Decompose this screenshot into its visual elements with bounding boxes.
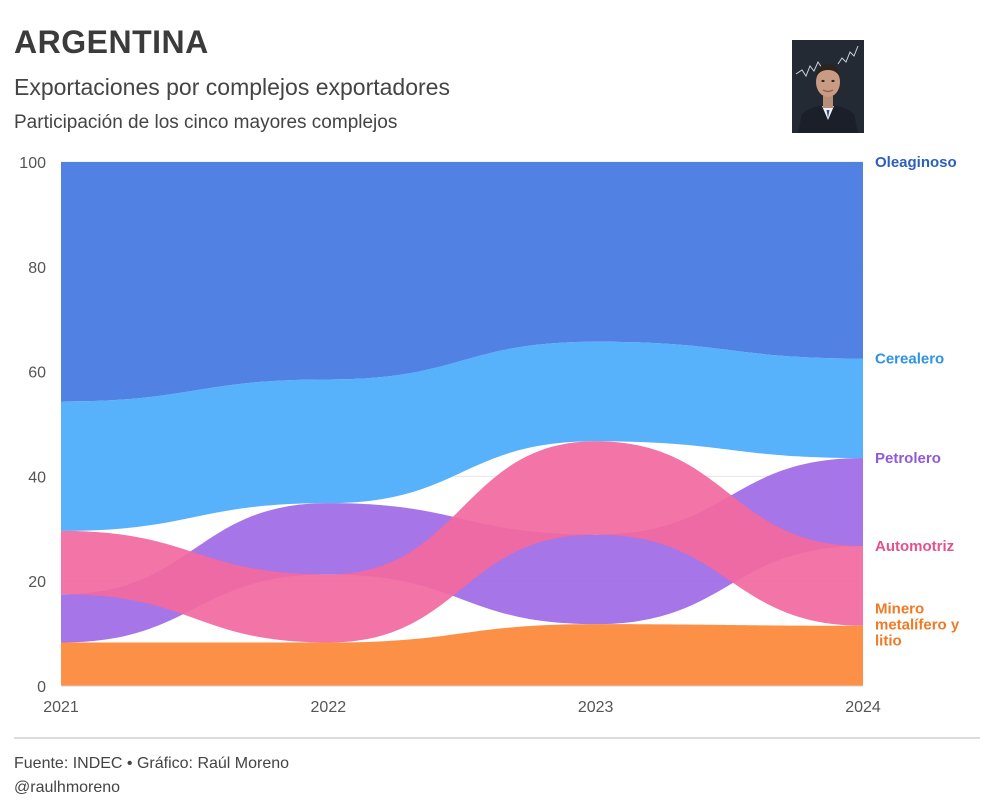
x-tick-label: 2024 (845, 699, 881, 716)
series-label-cerealero: Cerealero (875, 351, 944, 368)
author-portrait-icon (792, 40, 864, 133)
area-minero-metalifero-y-litio (61, 624, 863, 686)
y-tick-label: 20 (28, 574, 46, 591)
chart-areas (61, 162, 863, 686)
series-label-automotriz: Automotriz (875, 538, 954, 555)
x-tick-label: 2023 (578, 699, 614, 716)
chart-series-labels: Oleaginoso Cerealero Petrolero Automotriz Mi… (875, 154, 960, 650)
author-avatar (792, 40, 864, 133)
chart-title: ARGENTINA (14, 24, 209, 60)
y-tick-label: 0 (37, 679, 46, 696)
series-label-oleaginoso: Oleaginoso (875, 154, 957, 171)
chart-axes: 0 20 40 60 80 100 2021 2022 2023 2024 (19, 155, 881, 716)
y-tick-label: 100 (19, 155, 46, 172)
series-label-petrolero: Petrolero (875, 450, 941, 467)
y-tick-label: 80 (28, 260, 46, 277)
area-oleaginoso (61, 162, 863, 402)
x-tick-label: 2021 (43, 699, 79, 716)
footer-handle: @raulhmoreno (14, 779, 121, 796)
footer-source: Fuente: INDEC • Gráfico: Raúl Moreno (14, 755, 290, 772)
area-automotriz (61, 441, 863, 643)
chart-caption: Participación de los cinco mayores compl… (14, 112, 398, 133)
exports-bump-chart: 0 20 40 60 80 100 2021 2022 2023 2024 Oleaginoso C… (19, 154, 960, 716)
area-cerealero (61, 341, 863, 531)
y-tick-label: 60 (28, 365, 46, 382)
y-tick-label: 40 (28, 469, 46, 486)
x-tick-label: 2022 (311, 699, 347, 716)
series-label-minero-metalifero-y-litio: Minero metalífero y litio (875, 601, 960, 650)
footer-divider (14, 737, 980, 739)
chart-subtitle: Exportaciones por complejos exportadores (14, 74, 450, 100)
